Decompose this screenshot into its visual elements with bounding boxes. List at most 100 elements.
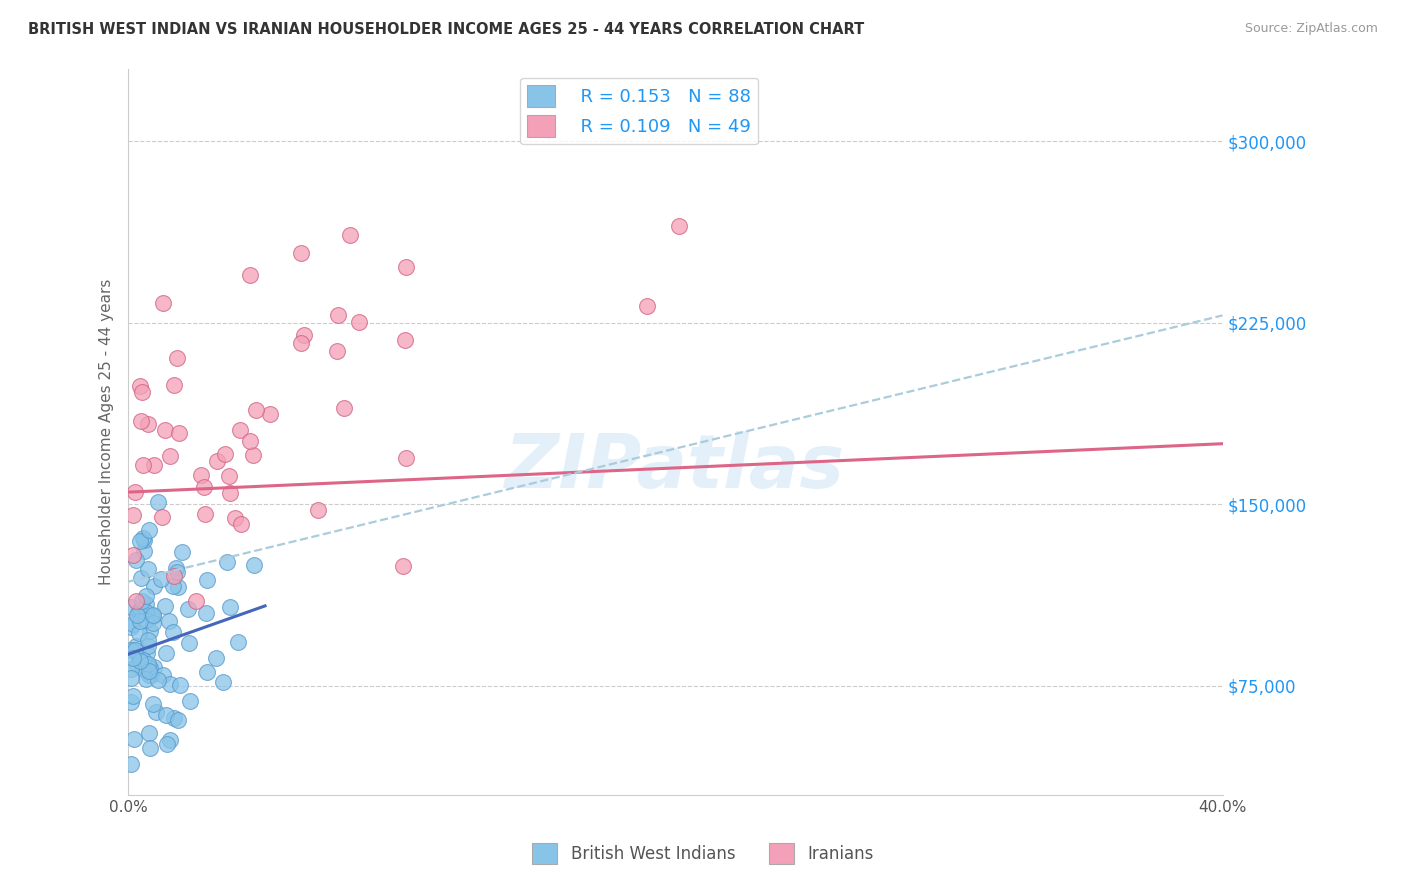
Point [152, 667, 174, 681]
Point [132, 653, 155, 667]
Point [349, 315, 371, 329]
Point [131, 594, 153, 608]
Point [146, 673, 169, 688]
Point [120, 643, 142, 657]
Point [148, 495, 170, 509]
Point [142, 697, 165, 711]
Point [138, 668, 160, 682]
Point [131, 385, 153, 400]
Point [136, 562, 159, 576]
Point [636, 299, 658, 313]
Point [177, 636, 200, 650]
Point [120, 756, 142, 771]
Point [122, 731, 145, 746]
Point [239, 268, 262, 283]
Point [135, 613, 157, 627]
Point [120, 599, 142, 614]
Point [184, 594, 207, 608]
Point [165, 561, 187, 575]
Point [163, 711, 186, 725]
Point [155, 646, 177, 660]
Point [132, 544, 155, 558]
Point [136, 639, 159, 653]
Text: BRITISH WEST INDIAN VS IRANIAN HOUSEHOLDER INCOME AGES 25 - 44 YEARS CORRELATION: BRITISH WEST INDIAN VS IRANIAN HOUSEHOLD… [28, 22, 865, 37]
Point [136, 417, 159, 432]
Point [157, 615, 180, 629]
Point [138, 657, 160, 672]
Point [194, 508, 217, 522]
Point [129, 654, 152, 668]
Point [212, 675, 235, 690]
Point [394, 333, 416, 347]
Point [124, 485, 146, 500]
Point [159, 677, 181, 691]
Point [167, 580, 190, 594]
Point [205, 454, 228, 468]
Point [155, 707, 177, 722]
Point [167, 425, 190, 440]
Point [242, 558, 264, 573]
Point [205, 650, 228, 665]
Point [121, 689, 143, 703]
Point [125, 608, 148, 623]
Point [153, 599, 176, 614]
Point [129, 414, 152, 428]
Point [166, 714, 188, 728]
Point [135, 597, 157, 611]
Point [139, 608, 162, 623]
Point [162, 624, 184, 639]
Point [135, 606, 157, 620]
Point [195, 665, 218, 680]
Legend: British West Indians, Iranians: British West Indians, Iranians [526, 837, 880, 871]
Point [242, 448, 264, 462]
Point [162, 579, 184, 593]
Point [138, 725, 160, 739]
Point [239, 434, 262, 448]
Point [125, 639, 148, 653]
Point [142, 609, 165, 624]
Point [122, 616, 145, 631]
Point [132, 531, 155, 545]
Point [132, 458, 155, 472]
Point [125, 658, 148, 673]
Point [169, 678, 191, 692]
Point [219, 600, 242, 615]
Point [339, 227, 361, 242]
Point [177, 602, 200, 616]
Point [128, 604, 150, 618]
Point [120, 671, 142, 685]
Point [326, 343, 349, 358]
Point [135, 672, 157, 686]
Point [163, 378, 186, 392]
Point [193, 480, 215, 494]
Point [150, 510, 173, 524]
Point [195, 606, 218, 620]
Point [150, 572, 173, 586]
Point [229, 517, 252, 532]
Point [122, 651, 145, 665]
Point [395, 450, 418, 465]
Point [120, 662, 142, 676]
Point [195, 573, 218, 587]
Point [226, 634, 249, 648]
Point [129, 603, 152, 617]
Point [153, 423, 176, 437]
Point [141, 607, 163, 622]
Point [122, 508, 145, 522]
Point [328, 309, 350, 323]
Point [214, 447, 236, 461]
Point [124, 643, 146, 657]
Point [120, 620, 142, 634]
Point [143, 660, 166, 674]
Point [152, 296, 174, 310]
Point [290, 335, 312, 350]
Point [139, 624, 162, 638]
Point [124, 594, 146, 608]
Point [190, 468, 212, 483]
Point [156, 737, 179, 751]
Point [125, 553, 148, 567]
Point [166, 351, 188, 365]
Point [145, 705, 167, 719]
Point [224, 511, 246, 525]
Text: Source: ZipAtlas.com: Source: ZipAtlas.com [1244, 22, 1378, 36]
